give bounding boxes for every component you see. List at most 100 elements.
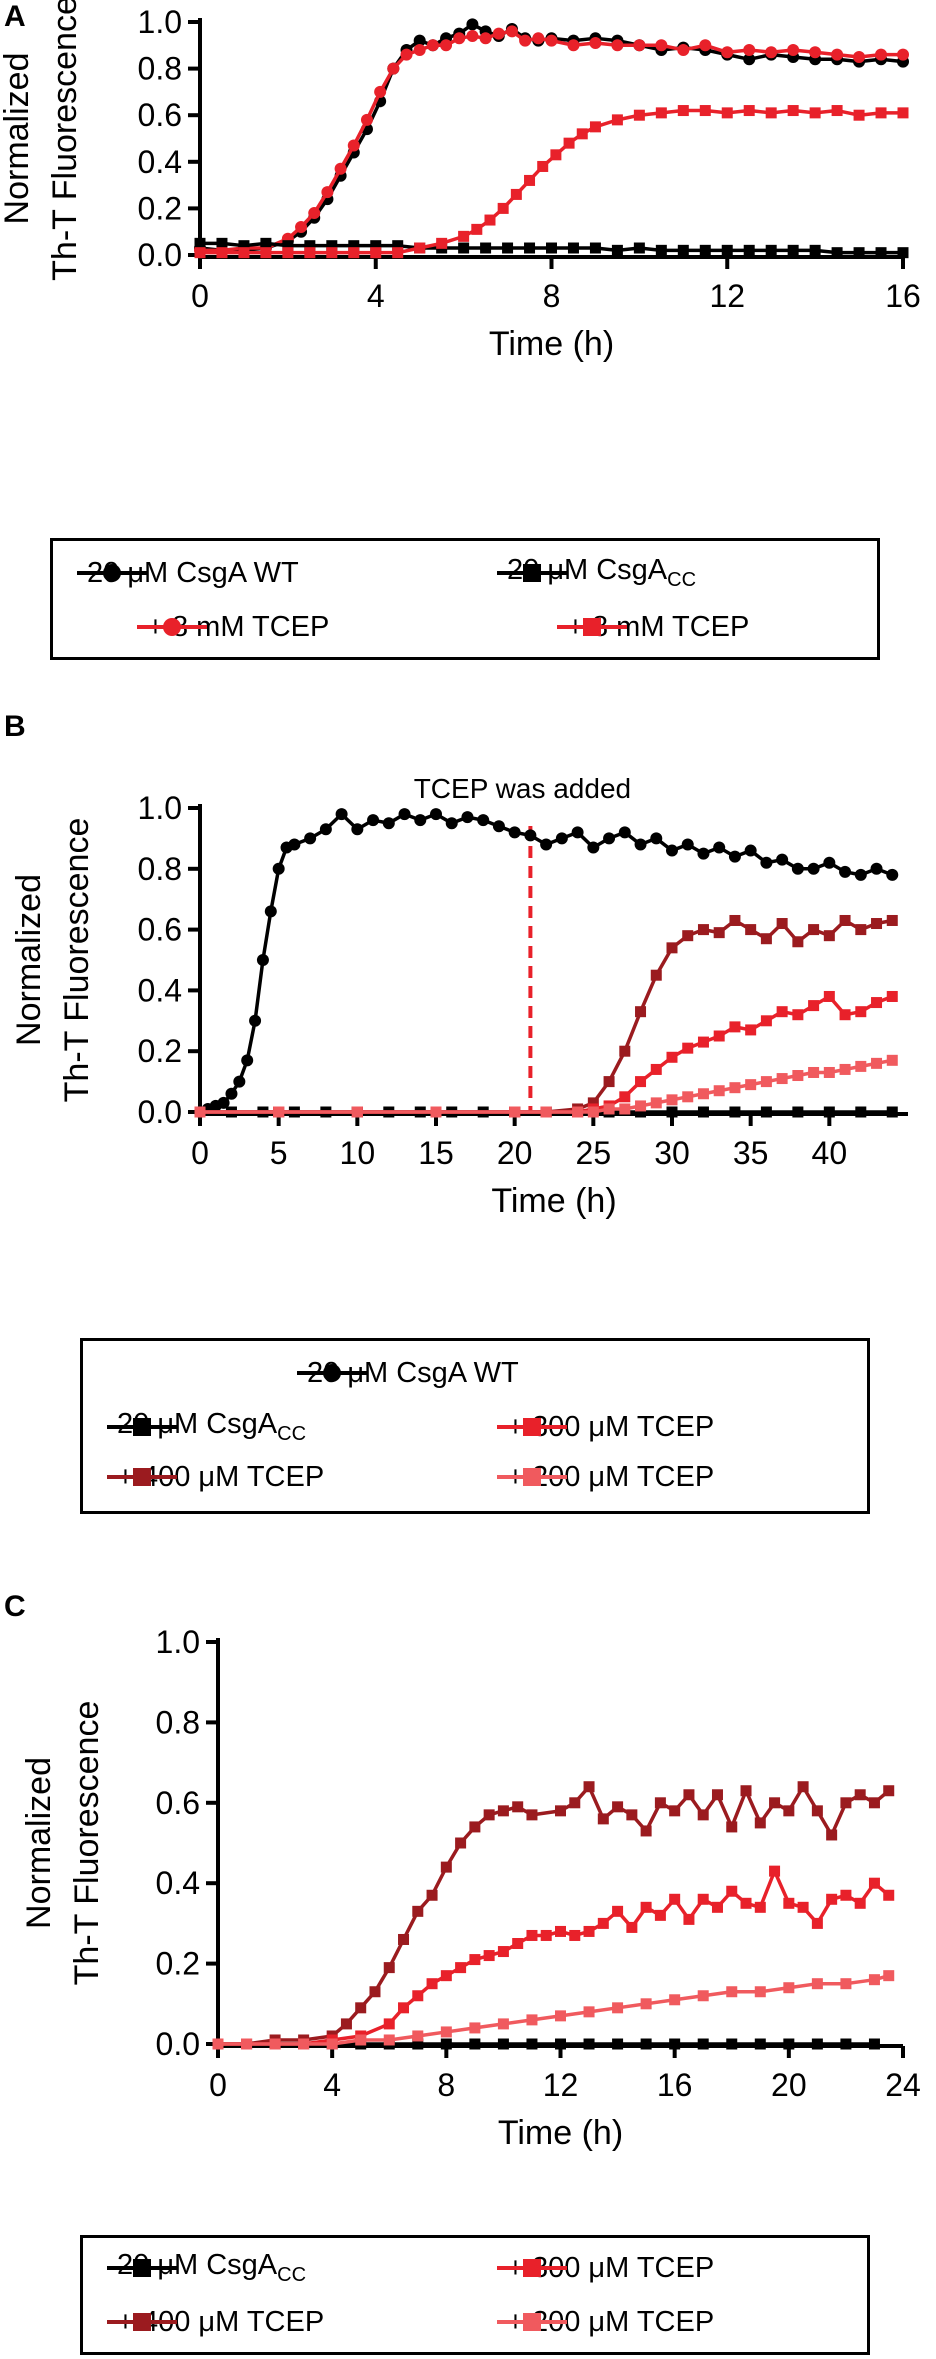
data-point	[383, 2034, 395, 2046]
data-point	[875, 48, 888, 61]
data-point	[308, 207, 321, 220]
series-cc_tcep	[194, 105, 909, 259]
y-tick-label: 0.8	[138, 51, 182, 87]
legend-item-t300: + 300 μM TCEP	[493, 2248, 714, 2288]
data-point	[792, 1070, 804, 1082]
data-point	[633, 109, 645, 121]
legend-symbol-square-lightred	[497, 1468, 567, 1486]
data-point	[555, 2038, 566, 2050]
y-tick-label: 0.8	[156, 1704, 200, 1740]
data-point	[699, 39, 712, 52]
data-point	[260, 237, 272, 249]
y-tick-label: 0.6	[138, 97, 182, 133]
data-point	[540, 1106, 552, 1118]
data-point	[583, 2006, 595, 2018]
annotation-text: TCEP was added	[414, 773, 631, 804]
data-point	[241, 2038, 253, 2050]
data-point	[823, 990, 835, 1002]
data-point	[633, 242, 645, 254]
data-point	[440, 2026, 452, 2038]
data-point	[497, 1805, 509, 1817]
data-point	[589, 242, 601, 254]
data-point	[398, 2002, 410, 2014]
data-point	[729, 1082, 741, 1094]
data-point	[555, 832, 568, 845]
data-point	[854, 1897, 866, 1909]
data-point	[555, 1925, 566, 1937]
data-point	[469, 2038, 481, 2050]
data-point	[682, 1091, 694, 1103]
data-point	[666, 844, 678, 857]
data-point	[721, 244, 733, 256]
x-axis-label: Time (h)	[491, 1182, 616, 1220]
data-point	[440, 2038, 452, 2050]
series-line-wt_tcep	[200, 29, 903, 253]
data-point	[458, 230, 470, 242]
x-tick-label: 0	[191, 1135, 209, 1171]
data-point	[392, 240, 404, 252]
data-point	[587, 1097, 599, 1109]
data-point	[264, 905, 277, 918]
data-point	[619, 1103, 631, 1115]
data-point	[743, 53, 756, 66]
data-point	[612, 1801, 624, 1813]
data-point	[809, 244, 821, 256]
legend-symbol-square-red	[557, 618, 627, 636]
data-point	[571, 826, 584, 839]
data-point	[526, 1809, 538, 1821]
data-point	[897, 107, 909, 119]
data-point	[769, 1797, 781, 1809]
data-point	[840, 1889, 852, 1901]
data-point	[612, 2038, 624, 2050]
data-point	[854, 1789, 866, 1801]
data-point	[587, 1106, 599, 1118]
data-point	[745, 924, 757, 936]
data-point	[526, 2038, 538, 2050]
data-point	[304, 832, 317, 845]
data-point	[699, 105, 711, 117]
series-t200	[212, 1970, 895, 2050]
data-point	[713, 927, 725, 939]
legend-symbol-square-black	[107, 1418, 177, 1436]
legend-symbol-square-darkred	[107, 2313, 177, 2331]
data-point	[797, 1781, 809, 1793]
data-point	[729, 1106, 741, 1118]
data-point	[412, 2030, 424, 2042]
data-point	[370, 247, 382, 259]
x-tick-label: 0	[209, 2067, 227, 2103]
data-point	[811, 2038, 823, 2050]
data-point	[426, 39, 439, 52]
data-point	[754, 1817, 766, 1829]
data-point	[508, 826, 521, 839]
data-point	[194, 237, 206, 249]
data-point	[831, 105, 843, 117]
data-point	[855, 1060, 867, 1072]
data-point	[655, 107, 667, 119]
data-point	[868, 1877, 880, 1889]
data-point	[654, 1909, 666, 1921]
x-tick-label: 12	[543, 2067, 579, 2103]
data-point	[754, 2038, 766, 2050]
data-point	[540, 1929, 552, 1941]
data-point	[238, 240, 250, 252]
y-tick-label: 1.0	[138, 4, 182, 40]
data-point	[666, 1106, 678, 1118]
data-point	[713, 1030, 725, 1042]
data-point	[430, 808, 442, 821]
data-point	[383, 1962, 395, 1974]
data-point	[682, 930, 694, 942]
data-point	[697, 1809, 709, 1821]
x-tick-label: 16	[885, 278, 921, 314]
data-point	[650, 1097, 662, 1109]
data-point	[483, 1809, 495, 1821]
data-point	[413, 43, 426, 56]
data-point	[666, 1051, 678, 1063]
y-tick-label: 0.6	[138, 912, 182, 948]
data-point	[369, 1986, 381, 1998]
data-point	[569, 1929, 581, 1941]
data-point	[886, 1054, 898, 1066]
x-tick-label: 10	[340, 1135, 376, 1171]
x-tick-label: 12	[709, 278, 745, 314]
data-point	[512, 1801, 524, 1813]
data-point	[729, 1021, 741, 1033]
